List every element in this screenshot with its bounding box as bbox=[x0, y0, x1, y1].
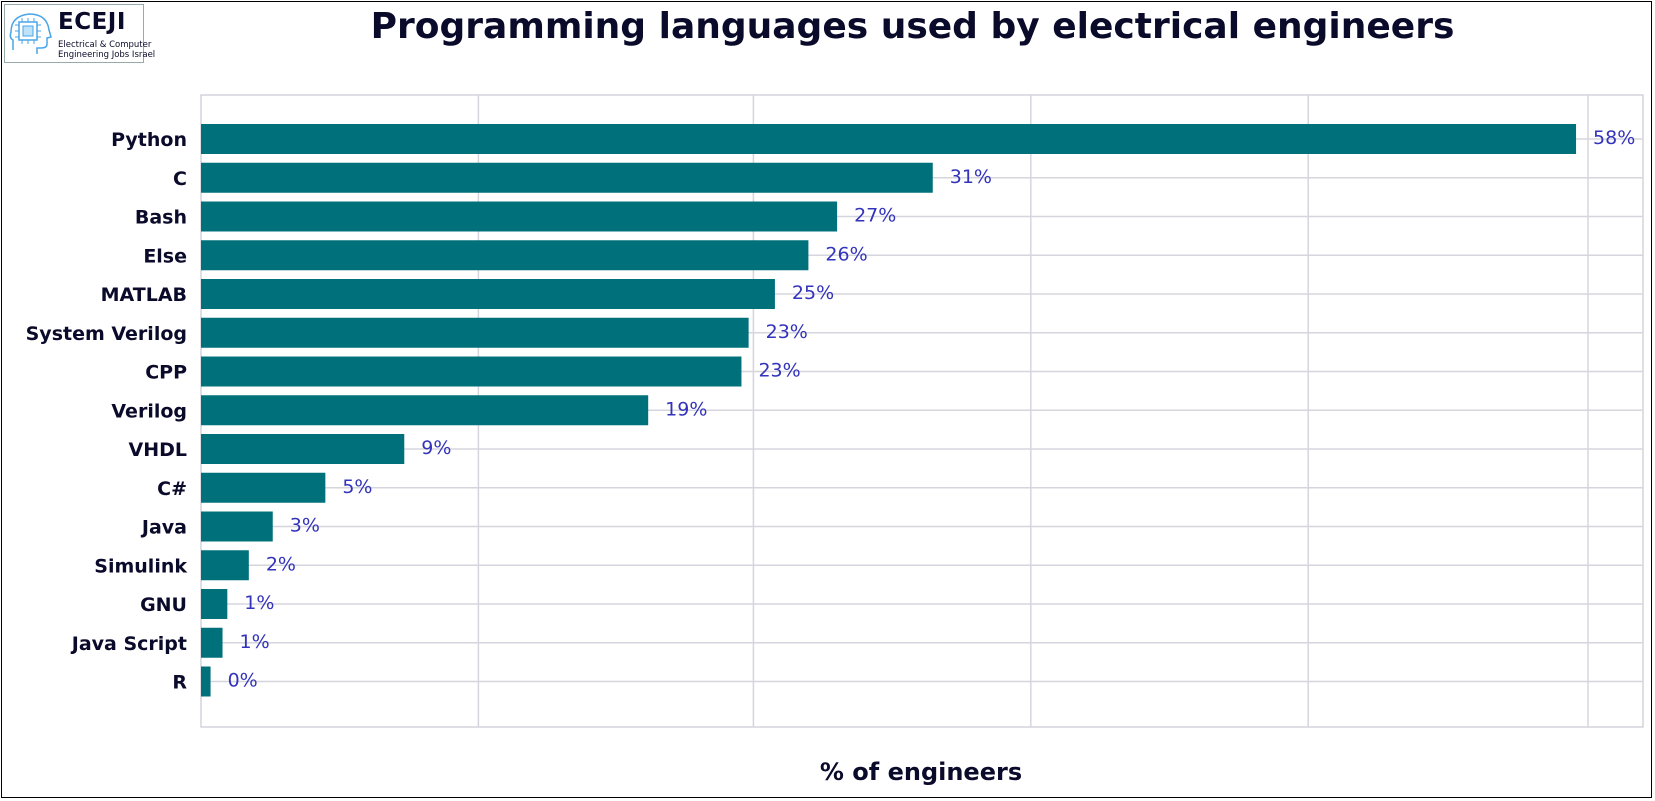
data-label: 31% bbox=[950, 166, 992, 188]
data-label: 27% bbox=[854, 205, 896, 227]
y-tick-label: VHDL bbox=[129, 439, 187, 461]
logo-brand: ECEJI bbox=[58, 9, 126, 35]
logo-subtitle-line1: Electrical & Computer bbox=[58, 40, 152, 50]
circuit-head-icon bbox=[9, 13, 52, 54]
data-label: 2% bbox=[266, 553, 296, 575]
bar bbox=[201, 511, 273, 542]
bar bbox=[201, 550, 249, 581]
bar bbox=[201, 434, 405, 464]
x-axis-label: % of engineers bbox=[819, 758, 1023, 786]
bar bbox=[201, 201, 838, 232]
y-tick-label: System Verilog bbox=[26, 323, 187, 345]
y-tick-label: Python bbox=[111, 129, 187, 151]
bar bbox=[201, 317, 749, 348]
logo: ECEJI Electrical & Computer Engineering … bbox=[4, 4, 155, 63]
y-tick-label: MATLAB bbox=[101, 284, 187, 306]
chart-title: Programming languages used by electrical… bbox=[370, 6, 1455, 47]
y-tick-label: C bbox=[173, 168, 187, 190]
data-label: 23% bbox=[758, 360, 800, 382]
bar bbox=[201, 666, 211, 697]
data-label: 1% bbox=[240, 631, 270, 653]
bar bbox=[201, 589, 228, 619]
data-label: 5% bbox=[342, 476, 372, 498]
logo-subtitle-line2: Engineering Jobs Israel bbox=[58, 50, 156, 60]
data-label: 23% bbox=[766, 321, 808, 343]
y-tick-label: C# bbox=[157, 478, 187, 500]
y-tick-label: CPP bbox=[145, 362, 187, 384]
y-tick-label: Bash bbox=[135, 207, 187, 229]
data-label: 0% bbox=[228, 670, 258, 692]
data-label: 9% bbox=[421, 437, 451, 459]
data-label: 19% bbox=[665, 398, 707, 420]
data-label: 25% bbox=[792, 282, 834, 304]
data-label: 26% bbox=[825, 243, 867, 265]
bar bbox=[201, 356, 742, 387]
bar-layer bbox=[201, 124, 1577, 697]
data-label: 3% bbox=[290, 515, 320, 537]
data-label: 58% bbox=[1593, 127, 1635, 149]
bar bbox=[201, 472, 326, 503]
bar bbox=[201, 279, 775, 309]
y-tick-label: Java Script bbox=[70, 633, 187, 655]
data-label: 1% bbox=[244, 592, 274, 614]
bar bbox=[201, 627, 223, 658]
bar bbox=[201, 395, 649, 426]
bar bbox=[201, 240, 809, 271]
bar bbox=[201, 124, 1577, 154]
y-tick-label: Simulink bbox=[94, 555, 187, 577]
y-tick-label: R bbox=[172, 672, 187, 694]
y-tick-label: Java bbox=[140, 517, 187, 539]
bar bbox=[201, 162, 933, 193]
y-tick-label: GNU bbox=[140, 594, 187, 616]
y-tick-label: Verilog bbox=[111, 400, 187, 422]
label-layer: Python 58% C 31% Bash 27% Else 26% MATLAB 25% Syst… bbox=[26, 127, 1636, 694]
y-tick-label: Else bbox=[143, 245, 187, 267]
